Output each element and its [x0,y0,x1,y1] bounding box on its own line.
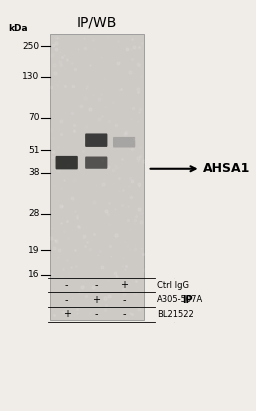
Text: 130: 130 [23,72,40,81]
FancyBboxPatch shape [85,134,108,147]
FancyBboxPatch shape [50,34,144,320]
Text: 70: 70 [28,113,40,122]
Text: 28: 28 [28,209,40,218]
Text: 250: 250 [23,42,40,51]
Text: -: - [65,280,68,290]
FancyBboxPatch shape [113,137,135,148]
Text: A305-507A: A305-507A [157,295,204,304]
Text: IP: IP [183,295,193,305]
Text: BL21522: BL21522 [157,310,194,319]
FancyBboxPatch shape [56,156,78,169]
Text: AHSA1: AHSA1 [151,162,251,175]
Text: IP/WB: IP/WB [77,16,117,30]
Text: 38: 38 [28,169,40,177]
Text: -: - [65,295,68,305]
Text: 16: 16 [28,270,40,279]
Text: -: - [94,280,98,290]
Text: -: - [94,309,98,319]
Text: 19: 19 [28,246,40,255]
Text: +: + [92,295,100,305]
Text: 51: 51 [28,146,40,155]
Text: +: + [120,280,128,290]
FancyBboxPatch shape [85,157,108,169]
Text: -: - [122,295,126,305]
Text: Ctrl IgG: Ctrl IgG [157,281,189,290]
Text: -: - [122,309,126,319]
Text: +: + [63,309,71,319]
Text: kDa: kDa [8,24,28,33]
